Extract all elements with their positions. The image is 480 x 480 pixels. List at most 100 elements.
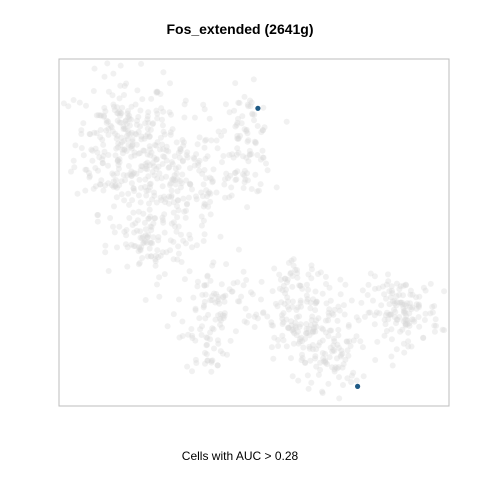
background-point [202, 155, 209, 162]
background-point [201, 282, 208, 289]
background-point [179, 333, 186, 339]
background-point [387, 311, 394, 318]
background-point [127, 143, 134, 150]
background-point [384, 309, 390, 316]
background-point [349, 372, 355, 379]
background-point [388, 311, 395, 318]
background-point [86, 131, 93, 137]
background-point [219, 324, 225, 331]
background-point [289, 283, 296, 290]
background-point [201, 200, 208, 207]
background-point [93, 130, 100, 137]
background-point [78, 127, 85, 134]
background-point [148, 95, 155, 102]
background-point [290, 256, 297, 263]
background-point [212, 316, 219, 323]
background-point [209, 293, 216, 300]
background-point [129, 138, 136, 145]
background-point [170, 209, 177, 216]
background-point [317, 366, 324, 373]
background-point [135, 128, 142, 135]
background-point [192, 337, 199, 344]
background-point [105, 125, 112, 132]
background-point [161, 193, 167, 200]
background-point [234, 119, 241, 126]
background-point [193, 196, 200, 203]
background-point [403, 313, 410, 319]
background-point [104, 60, 111, 67]
background-point [139, 235, 146, 242]
background-point [234, 132, 241, 139]
background-point [124, 127, 131, 134]
background-point [170, 199, 177, 206]
background-point [294, 267, 300, 273]
background-point [366, 309, 373, 316]
background-point [251, 313, 258, 320]
background-point [410, 316, 417, 323]
background-point [99, 160, 106, 166]
background-point [189, 335, 196, 341]
background-point [385, 311, 392, 318]
background-point [92, 145, 99, 152]
background-point [388, 283, 395, 290]
background-point [173, 139, 180, 146]
background-point [292, 323, 299, 330]
background-point [89, 147, 96, 154]
background-point [185, 331, 192, 338]
background-point [146, 133, 153, 140]
background-point [381, 316, 388, 323]
background-point [129, 197, 136, 204]
background-point [184, 154, 191, 161]
background-point [335, 303, 342, 310]
background-point [204, 193, 210, 200]
background-point [144, 113, 151, 120]
background-point [146, 215, 153, 222]
background-point [97, 127, 104, 133]
background-point [284, 276, 291, 283]
background-point [199, 323, 205, 330]
background-point [155, 237, 162, 244]
background-point [221, 298, 228, 305]
background-point [158, 175, 165, 182]
background-point [163, 147, 170, 154]
background-point [253, 311, 260, 318]
background-point [137, 107, 144, 114]
background-point [203, 342, 210, 349]
background-point [272, 300, 279, 307]
background-point [360, 373, 367, 380]
background-point [125, 108, 131, 114]
background-point [124, 172, 131, 179]
background-point [126, 215, 133, 221]
background-point [226, 286, 233, 293]
background-point [144, 125, 151, 132]
background-point [283, 316, 290, 323]
background-point [330, 342, 337, 349]
background-point [65, 103, 72, 110]
background-point [192, 305, 199, 312]
background-point [223, 261, 230, 268]
background-point [305, 286, 312, 293]
background-point [382, 312, 389, 319]
background-point [248, 186, 255, 192]
background-point [219, 159, 225, 166]
background-point [222, 176, 228, 183]
background-point [131, 152, 138, 159]
background-point [234, 279, 241, 286]
background-point [120, 123, 127, 130]
background-point [151, 154, 158, 161]
background-point [99, 160, 106, 167]
background-point [323, 281, 329, 287]
background-point [235, 135, 242, 142]
background-point [207, 190, 214, 197]
background-point [215, 312, 222, 319]
background-point [137, 247, 144, 254]
background-point [147, 184, 153, 191]
background-point [284, 294, 291, 301]
background-point [190, 294, 197, 301]
background-point [183, 201, 190, 208]
background-point [135, 192, 142, 199]
background-point [123, 133, 130, 139]
background-point [317, 359, 324, 366]
background-point [143, 192, 150, 199]
background-point [385, 271, 391, 278]
